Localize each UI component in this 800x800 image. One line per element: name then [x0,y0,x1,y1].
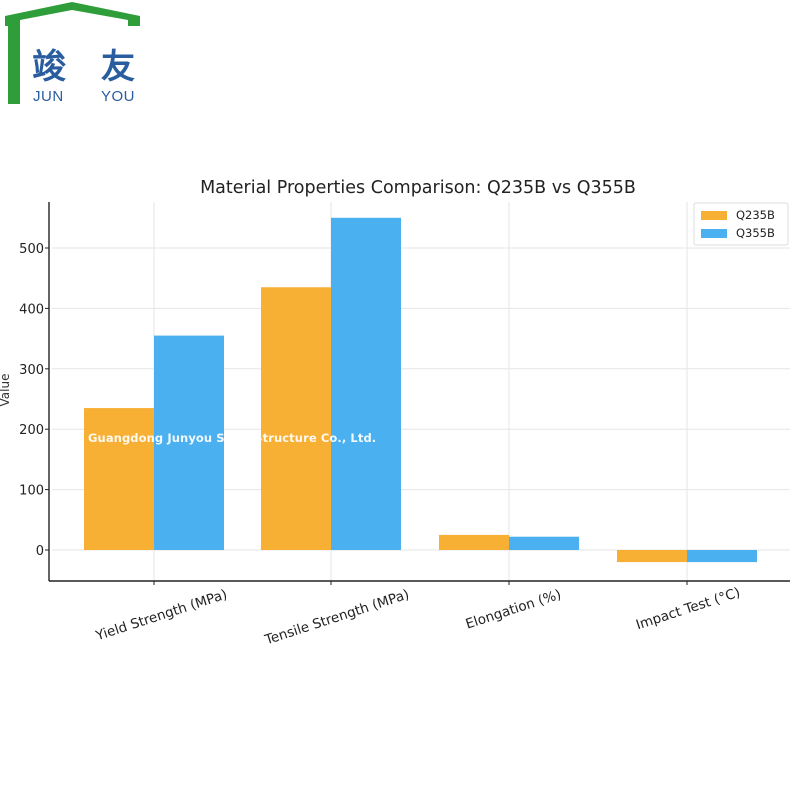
y-tick-label: 400 [19,302,44,317]
bar-q355b-0 [154,335,224,550]
bar-q235b-2 [439,534,509,550]
bars-layer [84,217,757,563]
x-tick-label: Tensile Strength (MPa) [262,587,411,649]
y-tick-label: 0 [36,544,44,559]
logo-cn-char-2: 友 [101,47,135,87]
legend-swatch-q355b [701,229,727,238]
y-tick-label: 100 [19,484,44,499]
bar-q235b-3 [617,550,687,563]
bar-q355b-1 [331,217,401,551]
legend-swatch-q235b [701,211,727,220]
y-tick-label: 300 [19,363,44,378]
y-tick-label: 200 [19,423,44,438]
bar-q235b-0 [84,408,154,550]
bar-q355b-2 [509,536,579,550]
x-tick-label: Yield Strength (MPa) [93,587,229,645]
logo-cn-char-1: 竣 [32,47,66,87]
y-tick-label: 500 [19,242,44,257]
bar-q355b-3 [687,550,757,563]
logo-text-you: YOU [101,88,136,105]
company-logo: 竣 友 JUN YOU [0,0,150,108]
x-tick-label: Elongation (%) [464,587,564,633]
legend: Q235B Q355B [693,202,789,246]
y-axis-label: Value [0,374,12,407]
logo-roof-icon [5,2,140,104]
watermark-text: Guangdong Junyou Steel Structure Co., Lt… [88,431,377,445]
logo-text-jun: JUN [33,88,64,105]
bar-q235b-1 [261,287,331,550]
x-tick-label: Impact Test (°C) [634,585,742,634]
chart-title: Material Properties Comparison: Q235B vs… [200,178,636,198]
legend-label-q235b: Q235B [736,208,775,222]
legend-label-q355b: Q355B [736,226,775,240]
